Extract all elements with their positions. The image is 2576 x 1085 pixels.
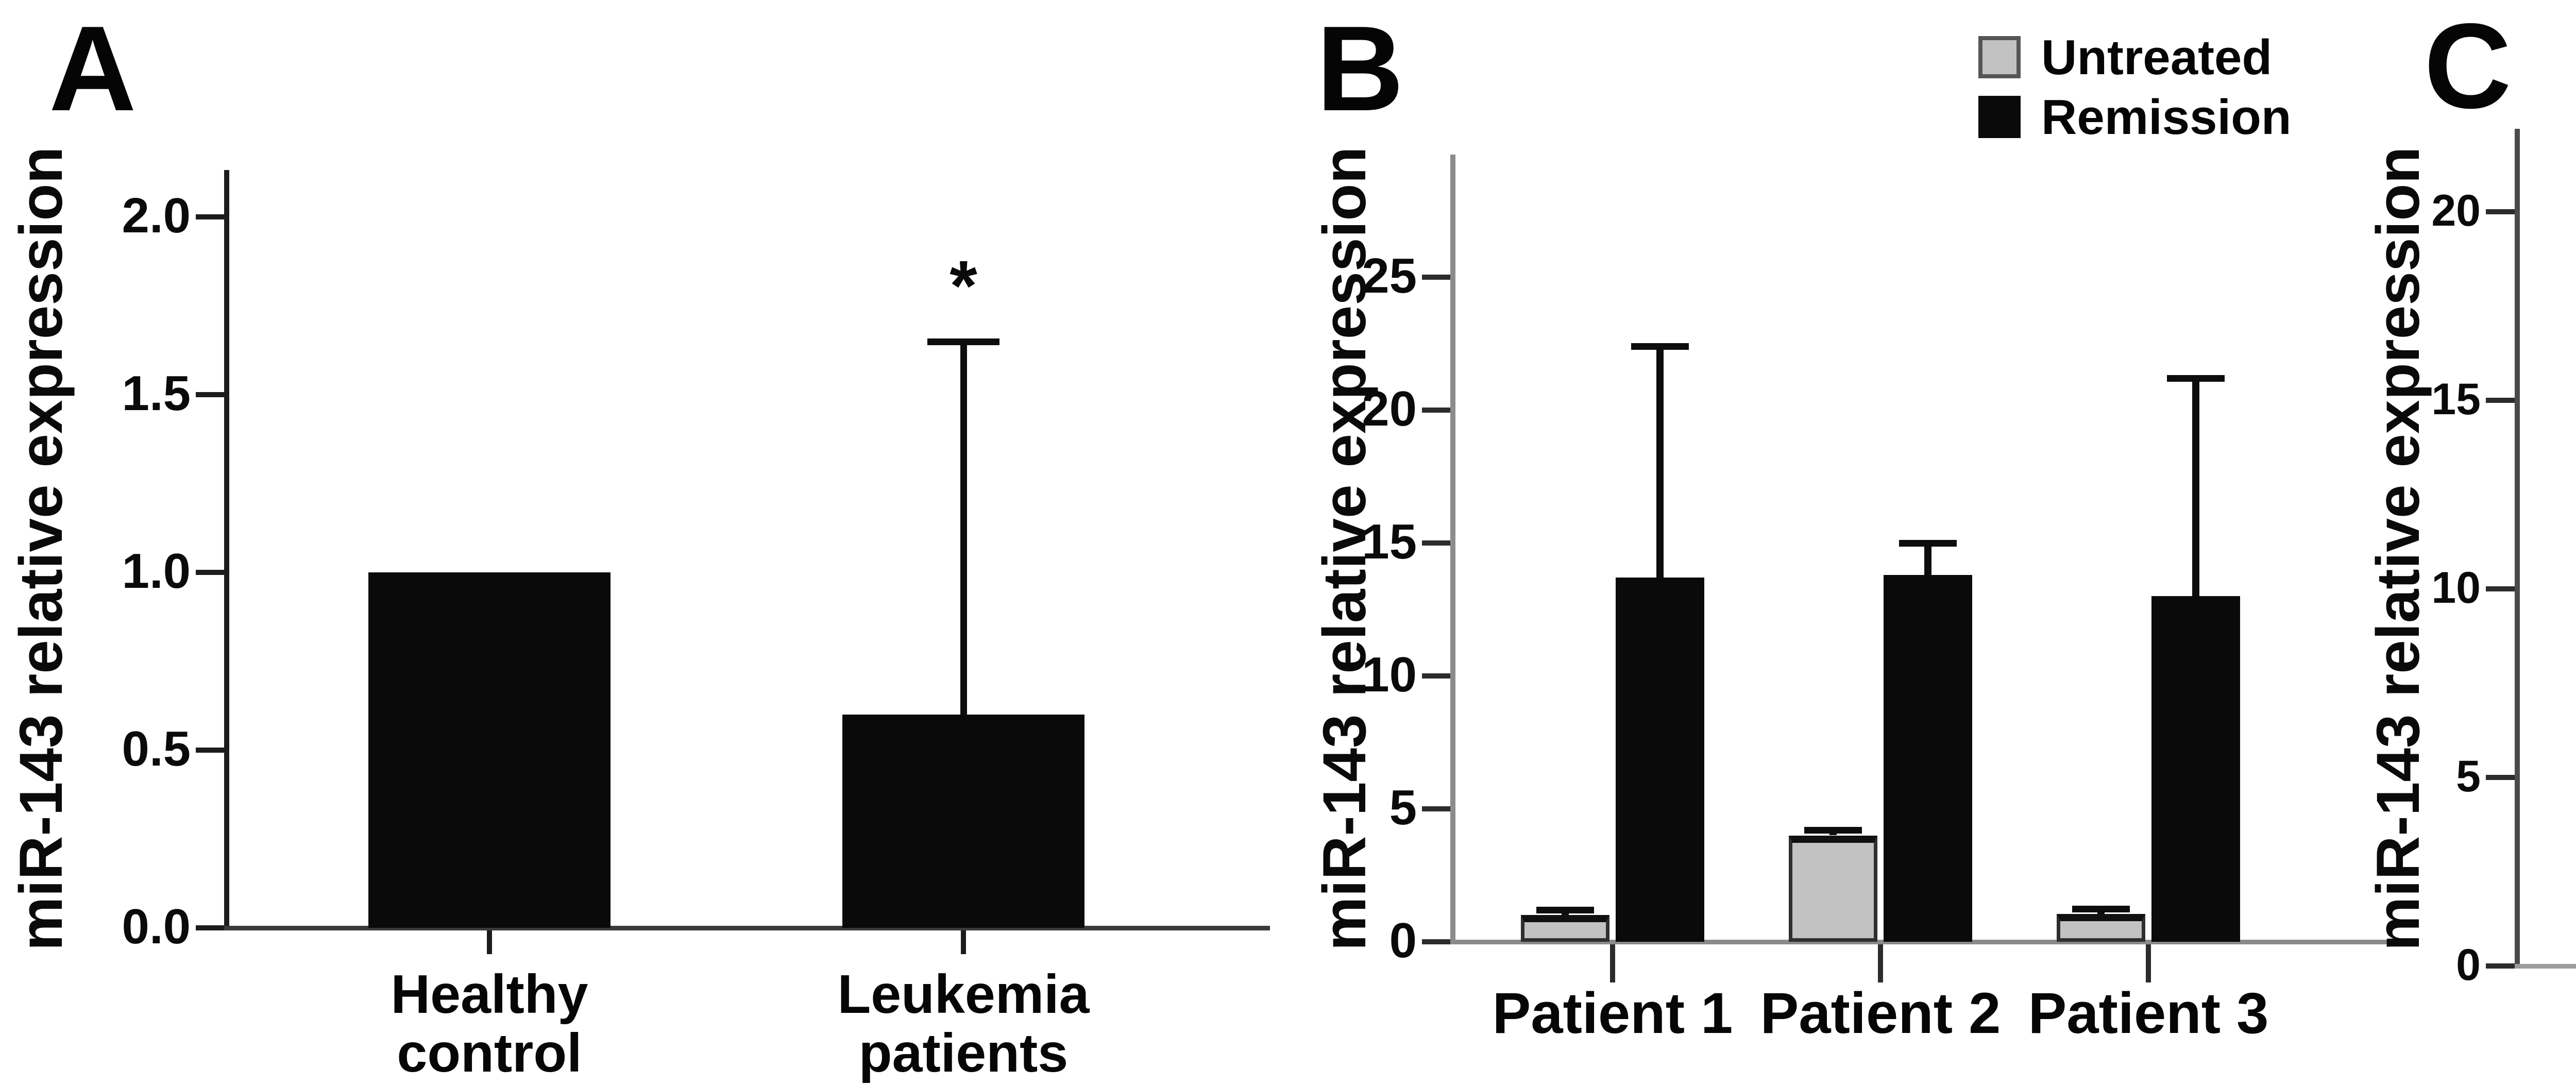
- x-label-Patient 3: Patient 3: [2028, 981, 2269, 1045]
- y-tick-0: [1422, 939, 1450, 944]
- bar-Patient 3-Untreated: [2057, 914, 2145, 942]
- error-cap-Leukemia patients: [927, 338, 999, 345]
- y-tick-10: [1422, 673, 1450, 679]
- remission-swatch-icon: [1978, 96, 2021, 138]
- x-axis-line: [224, 926, 1270, 930]
- y-tick-20: [1422, 408, 1450, 413]
- error-cap-Patient 2-Remission: [1899, 540, 1957, 547]
- y-tick-label-15: 15: [1362, 514, 1417, 569]
- panel-b: B miR-143 relative expression Untreated …: [1293, 0, 2396, 1085]
- panel-c: C miR-143 relative expression 05101520CE…: [2349, 0, 2576, 1085]
- error-cap-Patient 3-Untreated: [2072, 906, 2130, 912]
- legend-label-untreated: Untreated: [2041, 30, 2273, 85]
- y-tick-1.0: [196, 570, 224, 575]
- y-tick-label-0: 0: [2456, 940, 2481, 990]
- y-tick-label-2.0: 2.0: [122, 188, 191, 243]
- y-tick-label-25: 25: [1362, 248, 1417, 303]
- error-bar-Patient 2-Remission: [1924, 543, 1931, 575]
- y-tick-2.0: [196, 214, 224, 219]
- y-tick-label-15: 15: [2431, 375, 2481, 424]
- y-tick-5: [2486, 775, 2515, 780]
- y-tick-label-0.0: 0.0: [122, 899, 191, 954]
- x-tick-Leukemia patients: [961, 930, 966, 954]
- error-cap-Patient 1-Remission: [1631, 343, 1689, 350]
- y-tick-0: [2486, 963, 2515, 969]
- y-tick-15: [2486, 398, 2515, 403]
- y-tick-label-10: 10: [2431, 563, 2481, 613]
- error-bar-Patient 3-Remission: [2192, 378, 2199, 596]
- y-tick-5: [1422, 806, 1450, 811]
- y-tick-label-0.5: 0.5: [122, 721, 191, 776]
- untreated-swatch-icon: [1978, 36, 2021, 78]
- y-tick-10: [2486, 586, 2515, 591]
- x-tick-Patient 3: [2146, 944, 2151, 982]
- y-tick-20: [2486, 209, 2515, 214]
- error-cap-Patient 2-Untreated: [1804, 827, 1862, 834]
- x-label-CEM: CEM: [2558, 998, 2576, 1039]
- y-axis-line: [2515, 129, 2520, 969]
- y-tick-1.5: [196, 392, 224, 397]
- y-axis-line: [224, 170, 229, 930]
- x-label-Patient 2: Patient 2: [1760, 981, 2001, 1045]
- bar-Patient 1-Remission: [1616, 578, 1704, 942]
- x-tick-Healthy control: [487, 930, 492, 954]
- error-bar-Patient 1-Remission: [1656, 346, 1664, 578]
- y-axis-line: [1450, 155, 1455, 944]
- x-label-Healthy control: Healthy control: [391, 964, 588, 1083]
- panel-c-letter: C: [2424, 0, 2512, 133]
- y-tick-0.5: [196, 748, 224, 753]
- panel-a-letter: A: [49, 1, 137, 136]
- y-tick-label-20: 20: [1362, 381, 1417, 436]
- bar-Patient 1-Untreated: [1521, 915, 1609, 942]
- error-cap-Patient 3-Remission: [2167, 375, 2225, 382]
- bar-Patient 3-Remission: [2151, 596, 2240, 942]
- x-axis-line: [2515, 964, 2576, 969]
- panel-b-letter: B: [1316, 1, 1404, 136]
- y-tick-label-5: 5: [2456, 752, 2481, 801]
- y-tick-label-5: 5: [1389, 780, 1417, 835]
- y-tick-label-1.0: 1.0: [122, 544, 191, 599]
- y-tick-15: [1422, 540, 1450, 546]
- y-tick-0.0: [196, 925, 224, 930]
- x-tick-Patient 1: [1610, 944, 1615, 982]
- legend-label-remission: Remission: [2041, 90, 2292, 145]
- x-axis-line: [1450, 940, 2396, 944]
- y-tick-label-10: 10: [1362, 647, 1417, 702]
- x-label-Leukemia patients: Leukemia patients: [837, 964, 1090, 1083]
- y-tick-label-1.5: 1.5: [122, 366, 191, 421]
- y-tick-25: [1422, 275, 1450, 280]
- error-cap-Patient 1-Untreated: [1536, 907, 1594, 913]
- bar-Leukemia patients: [842, 715, 1084, 928]
- x-label-Patient 1: Patient 1: [1492, 981, 1733, 1045]
- significance-Leukemia patients: *: [950, 246, 977, 326]
- bar-Patient 2-Remission: [1884, 575, 1972, 942]
- y-tick-label-0: 0: [1389, 913, 1417, 968]
- panel-a: A miR-143 relative expression 0.0 0.5 1.0 1…: [7, 1, 1270, 1083]
- y-tick-label-20: 20: [2431, 186, 2481, 235]
- error-bar-Leukemia patients: [960, 342, 967, 715]
- bar-Healthy control: [368, 572, 611, 928]
- x-tick-Patient 2: [1878, 944, 1883, 982]
- bar-Patient 2-Untreated: [1789, 836, 1877, 942]
